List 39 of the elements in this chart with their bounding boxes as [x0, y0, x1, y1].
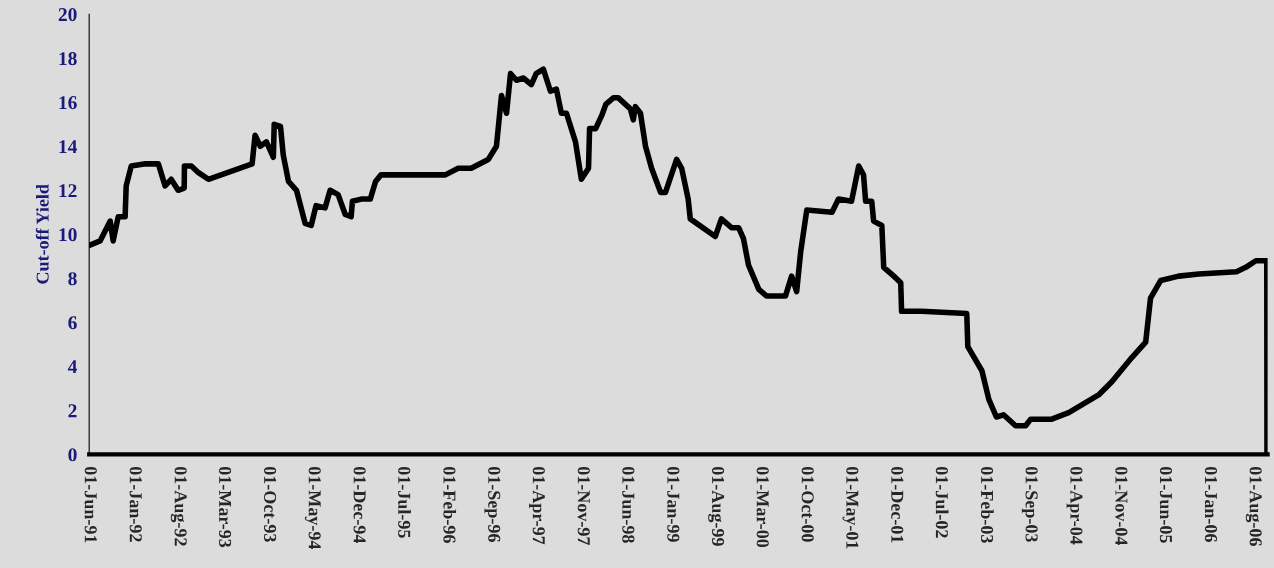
x-tick-label: 01-Feb-96 — [443, 466, 457, 543]
x-tick-label: 01-Mar-93 — [219, 466, 232, 548]
y-tick-label: 10 — [59, 228, 77, 242]
x-tick-label: 01-Jun-98 — [622, 466, 635, 543]
x-tick-label: 01-Mar-00 — [756, 466, 769, 548]
y-tick-label: 16 — [59, 96, 77, 110]
x-tick-label: 01-Jun-05 — [1159, 466, 1173, 543]
y-tick-label: 0 — [68, 448, 77, 462]
y-tick-label: 18 — [59, 52, 77, 66]
x-tick-label: 01-Sep-03 — [1021, 466, 1038, 542]
x-tick-label: 01-May-01 — [842, 466, 859, 549]
y-tick-label: 2 — [68, 404, 77, 418]
x-tick-label: 01-Jan-06 — [1204, 466, 1218, 542]
x-tick-label: 01-Dec-94 — [353, 466, 366, 544]
y-tick-label: 14 — [59, 140, 78, 154]
y-tick-label: 6 — [68, 316, 77, 330]
x-tick-label: 01-Sep-96 — [484, 466, 501, 542]
x-tick-label: 01-Jul-02 — [935, 466, 949, 538]
y-axis-title: Cut-off Yield — [35, 184, 49, 284]
y-tick-label: 4 — [67, 360, 78, 374]
x-tick-label: 01-Oct-00 — [801, 466, 814, 542]
x-tick-label: 01-Apr-04 — [1066, 466, 1083, 545]
x-tick-label: 01-May-94 — [304, 466, 321, 550]
x-tick-label: 01-Jun-91 — [84, 466, 97, 543]
y-tick-label: 8 — [68, 272, 77, 286]
x-tick-label: 01-Nov-97 — [577, 466, 590, 545]
x-tick-label: 01-Aug-99 — [708, 466, 725, 546]
x-tick-label: 01-Jan-92 — [129, 466, 142, 542]
x-tick-label: 01-Aug-92 — [170, 466, 187, 546]
x-tick-label: 01-Feb-03 — [980, 466, 994, 543]
x-tick-label: 01-Oct-93 — [264, 466, 277, 542]
x-tick-label: 01-Dec-01 — [891, 466, 904, 543]
x-tick-label: 01-Apr-97 — [529, 466, 545, 545]
x-tick-label: 01-Jul-95 — [398, 466, 411, 538]
y-tick-label: 12 — [59, 184, 77, 198]
x-tick-label: 01-Nov-04 — [1115, 466, 1128, 546]
x-tick-label: 01-Jan-99 — [667, 466, 680, 542]
x-tick-label: 01-Aug-06 — [1245, 466, 1262, 546]
y-tick-label: 20 — [58, 8, 77, 22]
